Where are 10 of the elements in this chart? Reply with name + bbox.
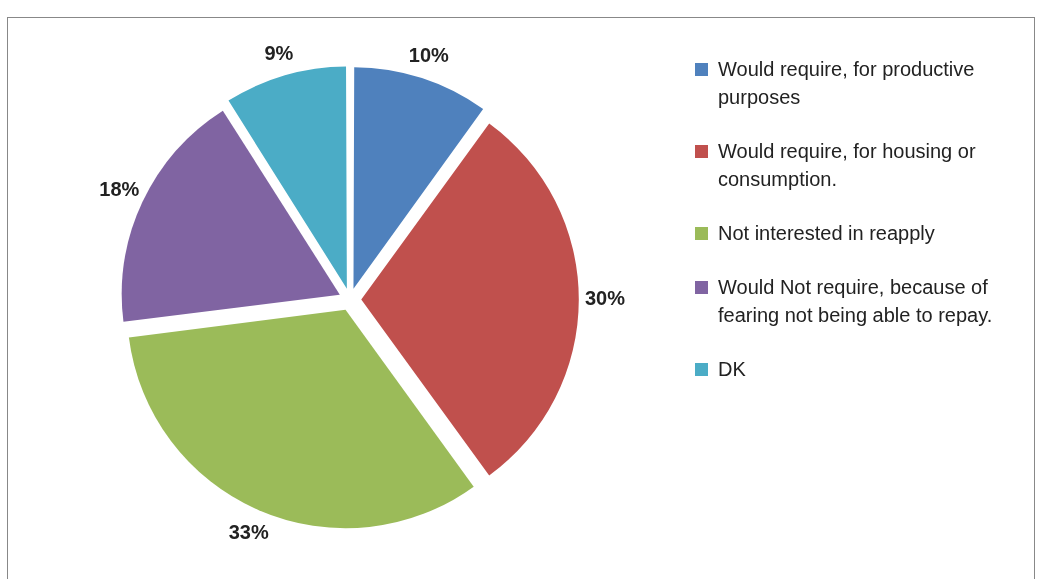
- legend-label: Would require, for productive purposes: [718, 57, 976, 110]
- data-label: 10%: [408, 44, 450, 67]
- legend-label: Would require, for housing or consumption.: [718, 139, 977, 192]
- legend-label: Would Not require, because of fearing not being able to repay.: [718, 275, 994, 328]
- data-label: 9%: [264, 42, 294, 65]
- data-label: 33%: [228, 521, 269, 544]
- legend-label: Not interested in reapply: [718, 221, 935, 246]
- legend-label: DK: [718, 357, 746, 382]
- data-label: 18%: [99, 178, 140, 201]
- data-label: 30%: [584, 287, 626, 310]
